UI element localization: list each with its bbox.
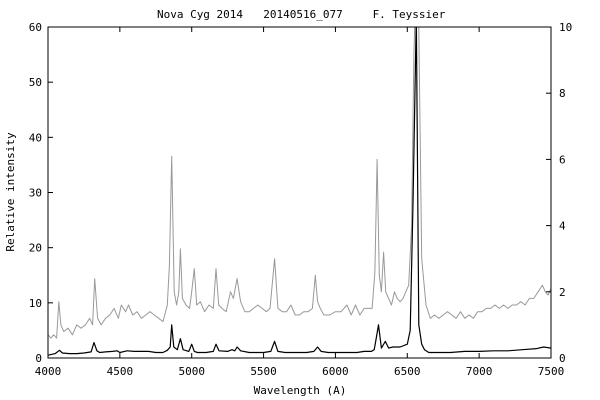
x-tick-label: 6000: [322, 365, 349, 378]
y-left-tick-label: 10: [29, 297, 42, 310]
x-tick-label: 6500: [394, 365, 421, 378]
y-right-tick-label: 4: [559, 220, 566, 233]
y-left-tick-label: 0: [35, 352, 42, 365]
x-axis-label: Wavelength (A): [254, 384, 347, 397]
x-tick-label: 4500: [107, 365, 134, 378]
y-right-tick-label: 2: [559, 286, 566, 299]
x-tick-label: 4000: [35, 365, 62, 378]
chart-title-author: F. Teyssier: [373, 8, 446, 21]
y-axis-label: Relative intensity: [4, 132, 17, 252]
chart-title-id: 20140516_077: [263, 8, 342, 21]
y-left-tick-label: 50: [29, 76, 42, 89]
series-line-left-axis: [48, 27, 551, 356]
y-left-tick-label: 60: [29, 21, 42, 34]
y-left-tick-label: 30: [29, 187, 42, 200]
y-left-tick-label: 20: [29, 242, 42, 255]
y-right-tick-label: 10: [559, 21, 572, 34]
y-right-tick-label: 8: [559, 87, 566, 100]
y-left-tick-label: 40: [29, 131, 42, 144]
chart-title-object: Nova Cyg 2014: [157, 8, 243, 21]
x-tick-label: 5000: [178, 365, 205, 378]
series-line-right-axis: [48, 27, 551, 339]
y-right-tick-label: 6: [559, 153, 566, 166]
x-tick-label: 7000: [466, 365, 493, 378]
plot-area: [48, 27, 551, 356]
y-right-tick-label: 0: [559, 352, 566, 365]
x-tick-label: 5500: [250, 365, 277, 378]
x-tick-label: 7500: [538, 365, 565, 378]
